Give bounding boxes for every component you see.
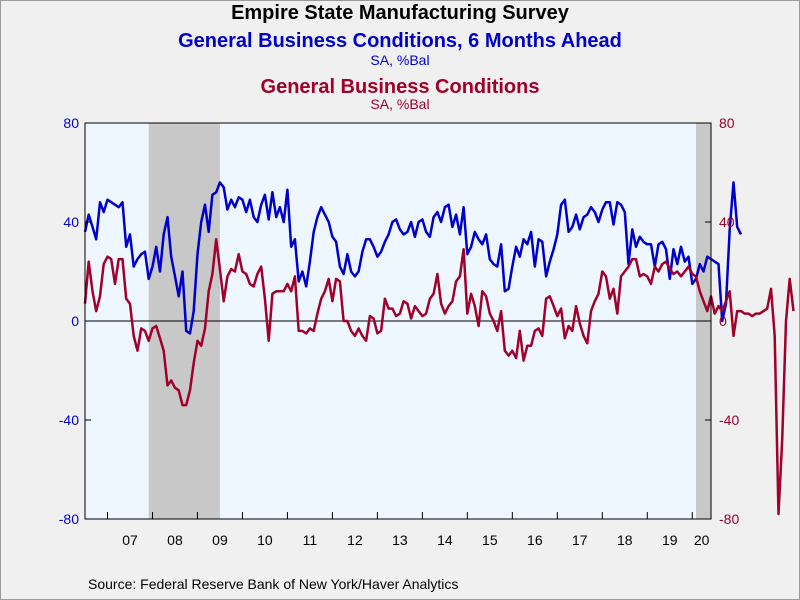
x-tick-label: 13 bbox=[392, 532, 408, 548]
x-tick-label: 17 bbox=[572, 532, 588, 548]
x-tick-label: 12 bbox=[347, 532, 363, 548]
x-tick-label: 18 bbox=[617, 532, 633, 548]
right-tick-label: 80 bbox=[719, 115, 735, 131]
series1-title: General Business Conditions, 6 Months Ah… bbox=[178, 30, 622, 52]
x-tick-label: 20 bbox=[694, 532, 710, 548]
series-line-current bbox=[83, 238, 795, 516]
x-tick-label: 09 bbox=[212, 532, 228, 548]
right-tick-label: 40 bbox=[719, 214, 735, 230]
x-tick-label: 16 bbox=[527, 532, 543, 548]
x-tick-label: 14 bbox=[437, 532, 453, 548]
x-tick-label: 15 bbox=[482, 532, 498, 548]
series-line-outlook bbox=[83, 181, 743, 335]
x-tick-label: 10 bbox=[257, 532, 273, 548]
left-tick-label: 80 bbox=[63, 115, 79, 131]
series2-unit: SA, %Bal bbox=[370, 96, 430, 112]
source-note: Source: Federal Reserve Bank of New York… bbox=[88, 576, 459, 592]
x-tick-label: 08 bbox=[167, 532, 183, 548]
series1-unit: SA, %Bal bbox=[370, 52, 430, 68]
right-tick-label: 0 bbox=[719, 313, 727, 329]
right-tick-label: -80 bbox=[719, 511, 739, 527]
left-tick-label: -40 bbox=[59, 412, 79, 428]
chart-title: Empire State Manufacturing Survey bbox=[231, 2, 569, 24]
left-tick-label: 40 bbox=[63, 214, 79, 230]
series2-title: General Business Conditions bbox=[260, 76, 540, 98]
right-tick-label: -40 bbox=[719, 412, 739, 428]
left-tick-label: 0 bbox=[71, 313, 79, 329]
left-tick-label: -80 bbox=[59, 511, 79, 527]
x-tick-label: 19 bbox=[662, 532, 678, 548]
x-tick-label: 07 bbox=[122, 532, 138, 548]
x-tick-label: 11 bbox=[303, 532, 318, 548]
